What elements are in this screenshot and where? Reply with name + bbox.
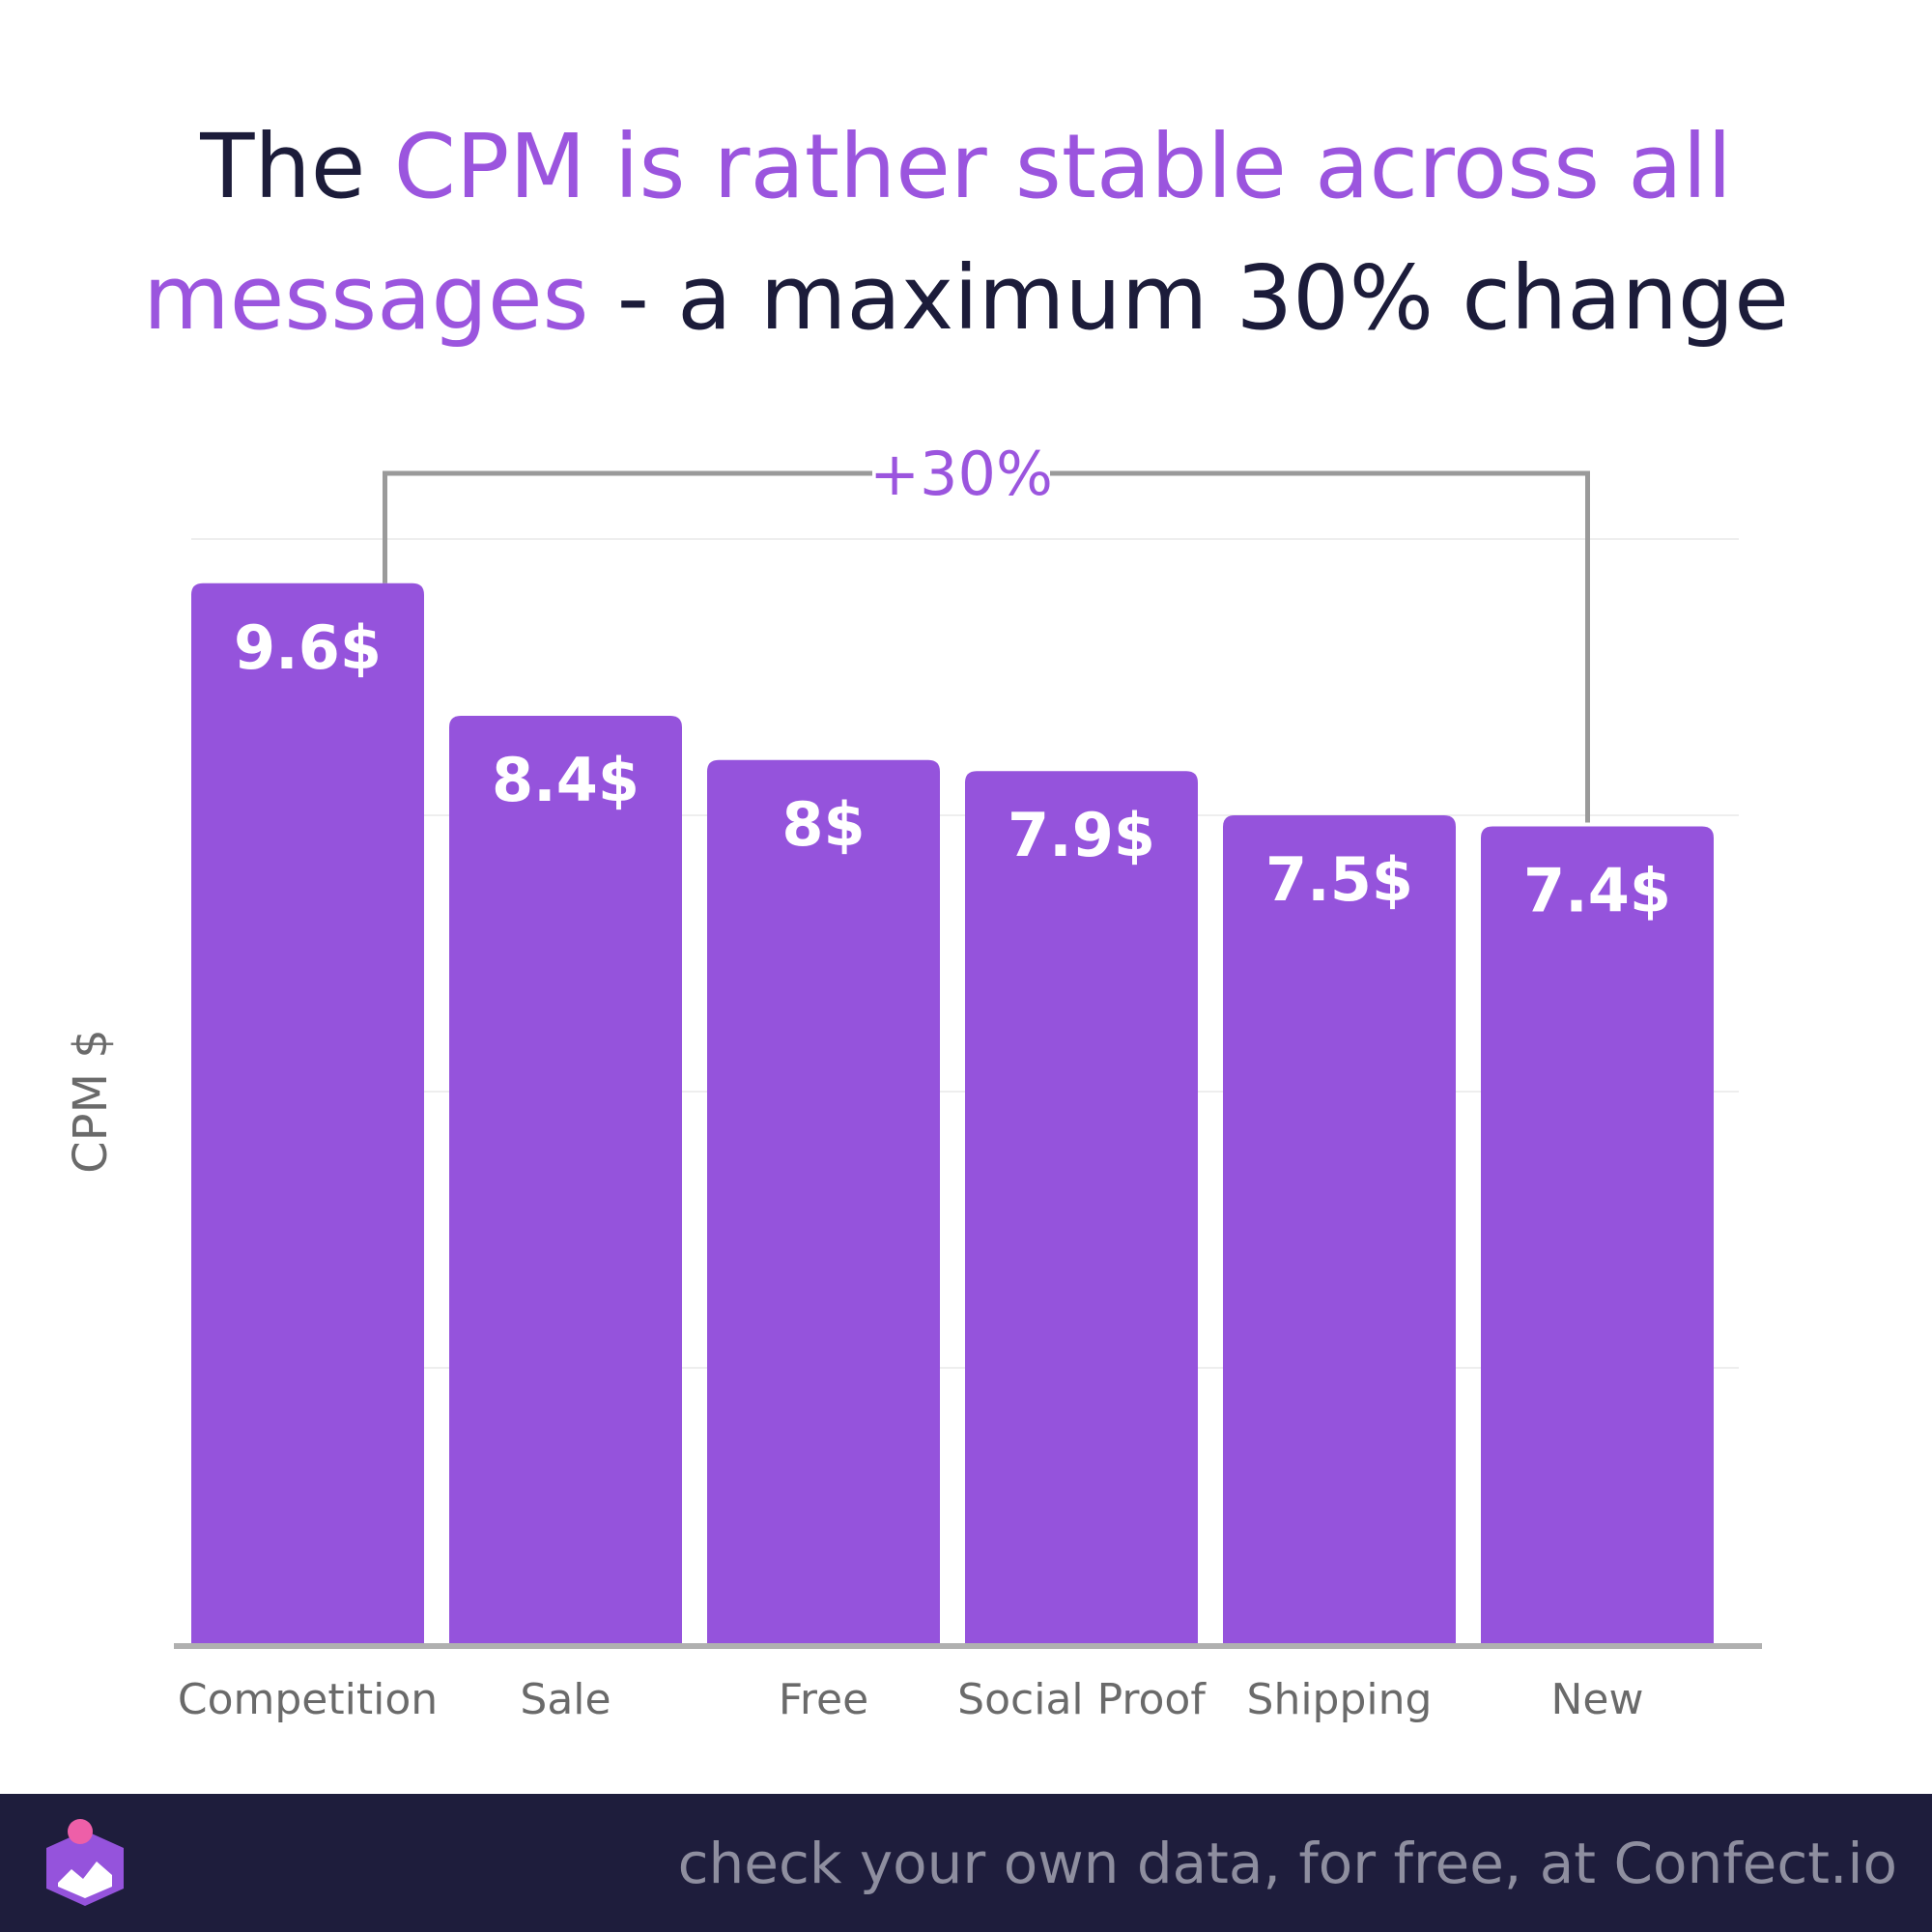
bar-social-proof <box>965 771 1198 1644</box>
x-tick-label: Competition <box>178 1675 438 1724</box>
bar-value-label: 9.6$ <box>234 612 382 683</box>
footer-banner: check your own data, for free, at Confec… <box>0 1794 1932 1932</box>
axes: Competition Sale Free Social Proof Shipping N… <box>64 1029 1762 1724</box>
change-bracket: +30% <box>383 439 1590 823</box>
bar-sale <box>449 716 682 1644</box>
chart-title: The CPM is rather stable across all mess… <box>0 101 1932 364</box>
x-tick-label: Social Proof <box>957 1675 1207 1724</box>
confect-logo-icon[interactable] <box>39 1815 131 1912</box>
bars: 9.6$ 8.4$ 8$ 7.9$ 7.5$ 7.4$ <box>191 582 1714 1644</box>
x-tick-label: Shipping <box>1247 1675 1433 1724</box>
title-part-1: The <box>200 115 394 218</box>
x-tick-label: New <box>1551 1675 1644 1724</box>
bar-value-label: 7.4$ <box>1523 855 1671 925</box>
bracket-right-segment <box>1050 470 1590 823</box>
bar-competition <box>191 582 424 1644</box>
y-axis-label: CPM $ <box>64 1029 118 1174</box>
x-tick-label: Free <box>779 1675 868 1724</box>
bar-shipping <box>1223 815 1456 1644</box>
x-tick-label: Sale <box>520 1675 611 1724</box>
bar-value-label: 7.5$ <box>1265 844 1413 915</box>
bracket-left-segment <box>383 470 872 583</box>
bar-value-label: 7.9$ <box>1008 800 1155 870</box>
bar-chart: +30% 9.6$ 8.4$ 8$ 7.9$ 7.5$ 7.4$ Competition S… <box>64 439 1762 1724</box>
title-part-2: - a maximum 30% change <box>588 246 1789 350</box>
change-annotation-label: +30% <box>869 439 1053 509</box>
bar-free <box>707 759 940 1644</box>
bar-value-label: 8.4$ <box>492 745 639 815</box>
bar-new <box>1481 826 1714 1644</box>
footer-cta-text: check your own data, for free, at Confec… <box>677 1831 1897 1896</box>
title-highlight-1: CPM is rather stable across all <box>393 115 1732 218</box>
title-highlight-2: messages <box>143 246 589 350</box>
bar-value-label: 8$ <box>781 789 865 860</box>
